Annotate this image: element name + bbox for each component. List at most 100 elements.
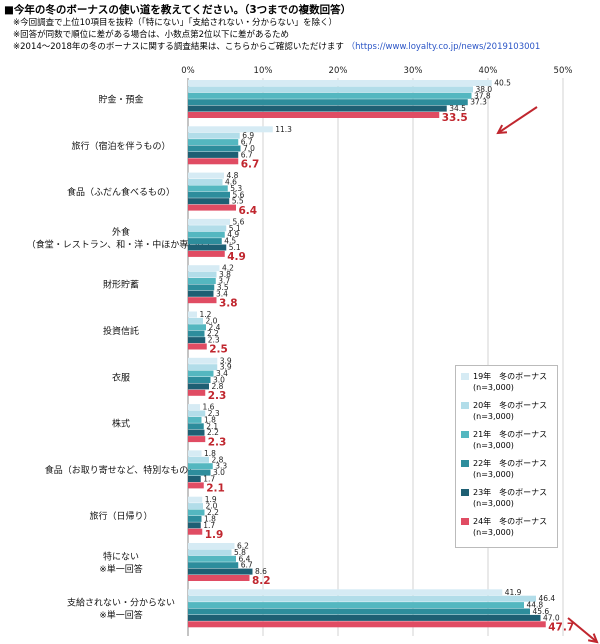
- bar: [188, 496, 203, 503]
- category-label: 旅行（日帰り）: [89, 510, 152, 522]
- bar-value-label: 7.0: [243, 144, 255, 153]
- bar: [188, 330, 205, 337]
- bar-value-label: 6.7: [241, 159, 260, 171]
- bar: [188, 528, 203, 535]
- legend-item: 19年 冬のボーナス (n=3,000): [461, 371, 553, 393]
- bar: [188, 555, 236, 562]
- bar-value-label: 4.8: [227, 171, 239, 180]
- bar-value-label: 6.7: [241, 561, 253, 570]
- bar-value-label: 2.8: [212, 455, 224, 464]
- bar-value-label: 2.0: [206, 316, 218, 325]
- bar: [188, 482, 204, 489]
- bar: [188, 231, 225, 238]
- bar-value-label: 2.3: [208, 436, 227, 448]
- legend-swatch: [461, 373, 469, 380]
- bar-value-label: 8.6: [255, 567, 267, 576]
- bar-value-label: 44.8: [527, 601, 544, 610]
- bar-value-label: 2.8: [212, 382, 224, 391]
- legend-series-name: 23年 冬のボーナス: [473, 488, 548, 497]
- bar-value-label: 2.1: [206, 483, 225, 495]
- x-tick-label: 10%: [254, 66, 273, 76]
- legend-sample-size: (n=3,000): [473, 528, 514, 537]
- bar: [188, 436, 206, 443]
- bar: [188, 543, 235, 549]
- bar-value-label: 6.4: [239, 205, 258, 217]
- x-tick-label: 30%: [404, 66, 423, 76]
- bar-value-label: 2.2: [207, 329, 219, 338]
- bar-value-label: 47.7: [548, 622, 574, 634]
- legend-swatch: [461, 518, 469, 525]
- bar-value-label: 1.6: [203, 403, 215, 412]
- source-link[interactable]: （https://www.loyalty.co.jp/news/20191030…: [346, 42, 541, 52]
- trend-arrow-down-left: [497, 106, 538, 134]
- bar: [188, 290, 214, 297]
- bar: [188, 158, 239, 165]
- chart-note-3-text: ※2014～2018年の冬のボーナスに関する調査結果は、こちらからご確認いただけ…: [13, 42, 344, 52]
- category-label: 貯金・預金: [98, 94, 143, 106]
- legend-sample-size: (n=3,000): [473, 412, 514, 421]
- bar: [188, 132, 240, 139]
- legend-sample-size: (n=3,000): [473, 441, 514, 450]
- bar: [188, 145, 241, 152]
- bar-value-label: 2.4: [209, 323, 221, 332]
- bar-value-label: 5.5: [232, 197, 244, 206]
- legend-item: 23年 冬のボーナス (n=3,000): [461, 487, 553, 509]
- category-label: 衣服: [112, 371, 130, 383]
- legend-series-name: 21年 冬のボーナス: [473, 430, 548, 439]
- trend-arrow-down-right-head: [587, 633, 599, 644]
- bar: [188, 377, 211, 383]
- bar-value-label: 1.7: [203, 475, 215, 484]
- bar: [188, 463, 213, 470]
- bar: [188, 522, 201, 529]
- bar-value-label: 2.5: [209, 344, 228, 356]
- bar: [188, 549, 232, 556]
- bar: [188, 204, 236, 211]
- chart-note-3: ※2014～2018年の冬のボーナスに関する調査結果は、こちらからご確認いただけ…: [4, 41, 596, 53]
- bar: [188, 476, 201, 482]
- bar: [188, 225, 227, 232]
- bar-value-label: 2.3: [208, 409, 220, 418]
- category-label: 旅行（宿泊を伴うもの）: [71, 140, 170, 152]
- bar-value-label: 2.3: [208, 390, 227, 402]
- bar: [188, 416, 202, 423]
- legend-series-name: 20年 冬のボーナス: [473, 401, 548, 410]
- bar: [188, 575, 250, 581]
- bar: [188, 238, 222, 245]
- bar: [188, 456, 209, 463]
- bar: [188, 317, 203, 324]
- chart-note-1: ※今回調査で上位10項目を抜粋（「特にない」「支給されない・分からない」を除く）: [13, 18, 337, 28]
- legend-series-name: 19年 冬のボーナス: [473, 372, 548, 381]
- bar-value-label: 3.9: [220, 363, 232, 372]
- bar-value-label: 2.2: [207, 508, 219, 517]
- x-tick-label: 50%: [554, 66, 573, 76]
- bar-value-label: 34.5: [449, 104, 466, 113]
- legend-item: 24年 冬のボーナス (n=3,000): [461, 516, 553, 538]
- bar: [188, 112, 440, 118]
- bar: [188, 410, 206, 417]
- bar: [188, 126, 273, 133]
- bar-value-label: 2.2: [207, 428, 219, 437]
- bar-value-label: 4.9: [227, 230, 239, 239]
- category-label: （食堂・レストラン、和・洋・中ほか専門店）: [27, 239, 215, 251]
- bar-value-label: 6.9: [242, 131, 254, 140]
- legend-sample-size: (n=3,000): [473, 470, 514, 479]
- bar: [188, 92, 472, 99]
- chart-legend: 19年 冬のボーナス (n=3,000) 20年 冬のボーナス (n=3,000) 21…: [455, 365, 558, 548]
- bar-value-label: 5.1: [229, 224, 241, 233]
- bar-value-label: 45.6: [533, 607, 550, 616]
- bar-value-label: 46.4: [539, 594, 556, 603]
- bar: [188, 172, 224, 179]
- x-tick-label: 40%: [479, 66, 498, 76]
- bar-value-label: 6.7: [241, 150, 253, 159]
- bar-value-label: 5.8: [234, 548, 246, 557]
- bar: [188, 105, 447, 112]
- bar-value-label: 3.0: [213, 468, 225, 477]
- bar-value-label: 5.6: [233, 217, 245, 226]
- chart-header: ■今年の冬のボーナスの使い道を教えてください。（3つまでの複数回答） ※今回調査…: [4, 3, 596, 53]
- category-label: 投資信託: [103, 325, 139, 337]
- category-label: ※単一回答: [99, 563, 143, 575]
- bar: [188, 250, 225, 257]
- category-label: 特にない: [103, 550, 139, 562]
- category-label: ※単一回答: [99, 609, 143, 621]
- legend-sample-size: (n=3,000): [473, 383, 514, 392]
